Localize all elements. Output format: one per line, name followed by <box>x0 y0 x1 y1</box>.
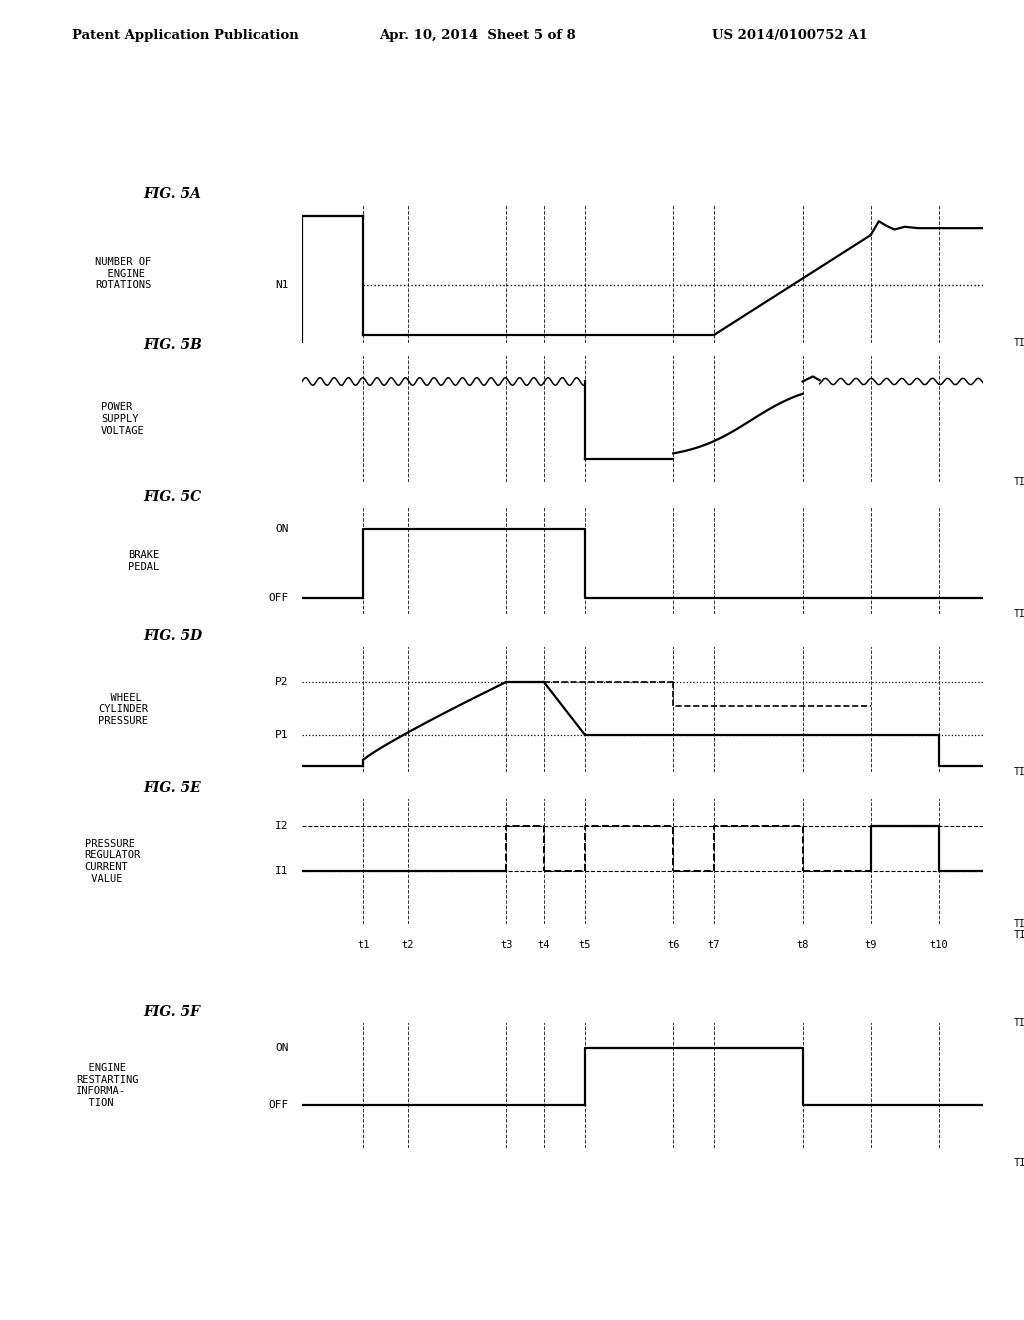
Text: FIG. 5C: FIG. 5C <box>143 490 202 504</box>
Text: ON: ON <box>275 1043 289 1053</box>
Text: I1: I1 <box>275 866 289 876</box>
Text: FIG. 5F: FIG. 5F <box>143 1005 201 1019</box>
Text: OFF: OFF <box>268 1100 289 1110</box>
Text: WHEEL
CYLINDER
PRESSURE: WHEEL CYLINDER PRESSURE <box>98 693 147 726</box>
Text: t9: t9 <box>864 940 877 950</box>
Text: TIME: TIME <box>1014 338 1024 348</box>
Text: POWER
SUPPLY
VOLTAGE: POWER SUPPLY VOLTAGE <box>101 403 144 436</box>
Text: t10: t10 <box>930 940 948 950</box>
Text: t1: t1 <box>357 940 370 950</box>
Text: t6: t6 <box>667 940 680 950</box>
Text: TIME: TIME <box>1014 1159 1024 1168</box>
Text: FIG. 5D: FIG. 5D <box>143 628 203 643</box>
Text: Patent Application Publication: Patent Application Publication <box>72 29 298 42</box>
Text: FIG. 5B: FIG. 5B <box>143 338 202 352</box>
Text: TIME: TIME <box>1014 477 1024 487</box>
Text: TIME: TIME <box>1014 609 1024 619</box>
Text: NUMBER OF
  ENGINE
ROTATIONS: NUMBER OF ENGINE ROTATIONS <box>95 257 151 290</box>
Text: ON: ON <box>275 524 289 535</box>
Text: t2: t2 <box>401 940 414 950</box>
Text: TIME: TIME <box>1014 929 1024 940</box>
Text: TIME: TIME <box>1014 767 1024 777</box>
Text: t7: t7 <box>708 940 720 950</box>
Text: ENGINE
RESTARTING
INFORMA-
  TION: ENGINE RESTARTING INFORMA- TION <box>76 1064 139 1107</box>
Text: FIG. 5A: FIG. 5A <box>143 186 202 201</box>
Text: P1: P1 <box>275 730 289 739</box>
Text: t4: t4 <box>538 940 550 950</box>
Text: TIME: TIME <box>1014 1018 1024 1028</box>
Text: t3: t3 <box>500 940 513 950</box>
Text: P2: P2 <box>275 677 289 686</box>
Text: OFF: OFF <box>268 593 289 603</box>
Text: TIME: TIME <box>1014 919 1024 929</box>
Text: Apr. 10, 2014  Sheet 5 of 8: Apr. 10, 2014 Sheet 5 of 8 <box>379 29 575 42</box>
Text: t5: t5 <box>579 940 591 950</box>
Text: BRAKE
PEDAL: BRAKE PEDAL <box>128 550 159 572</box>
Text: t8: t8 <box>797 940 809 950</box>
Text: FIG. 5E: FIG. 5E <box>143 780 201 795</box>
Text: US 2014/0100752 A1: US 2014/0100752 A1 <box>712 29 867 42</box>
Text: I2: I2 <box>275 821 289 832</box>
Text: PRESSURE
REGULATOR
CURRENT
 VALUE: PRESSURE REGULATOR CURRENT VALUE <box>85 840 140 883</box>
Text: N1: N1 <box>275 280 289 290</box>
